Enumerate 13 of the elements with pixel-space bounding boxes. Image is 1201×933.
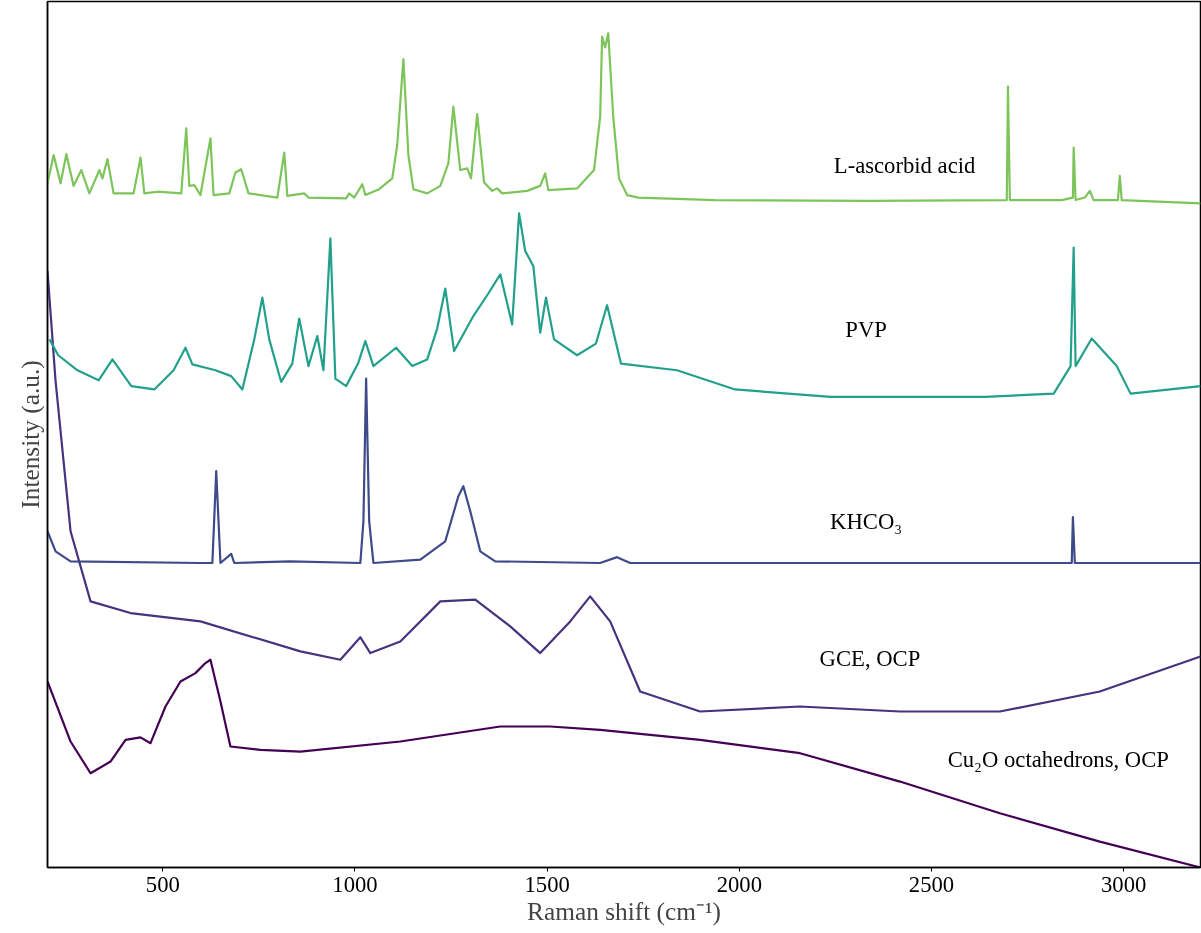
x-axis-title: Raman shift (cm⁻¹)	[527, 896, 721, 926]
x-tick-label: 3000	[1100, 871, 1147, 897]
series-label: GCE, OCP	[819, 646, 921, 672]
x-tick-label: 1500	[524, 871, 570, 897]
series-label: KHCO₃	[830, 508, 903, 534]
x-tick-label: 1000	[332, 871, 378, 897]
series-label: L-ascorbid acid	[833, 152, 976, 178]
text: PVP	[845, 316, 887, 342]
x-tick-label: 500	[145, 871, 180, 897]
series-label: Cu₂O octahedrons, OCP	[947, 746, 1169, 772]
x-tick-label: 2000	[716, 871, 762, 897]
y-axis-title: Intensity (a.u.)	[15, 360, 45, 509]
x-tick-label: 2500	[908, 871, 955, 897]
